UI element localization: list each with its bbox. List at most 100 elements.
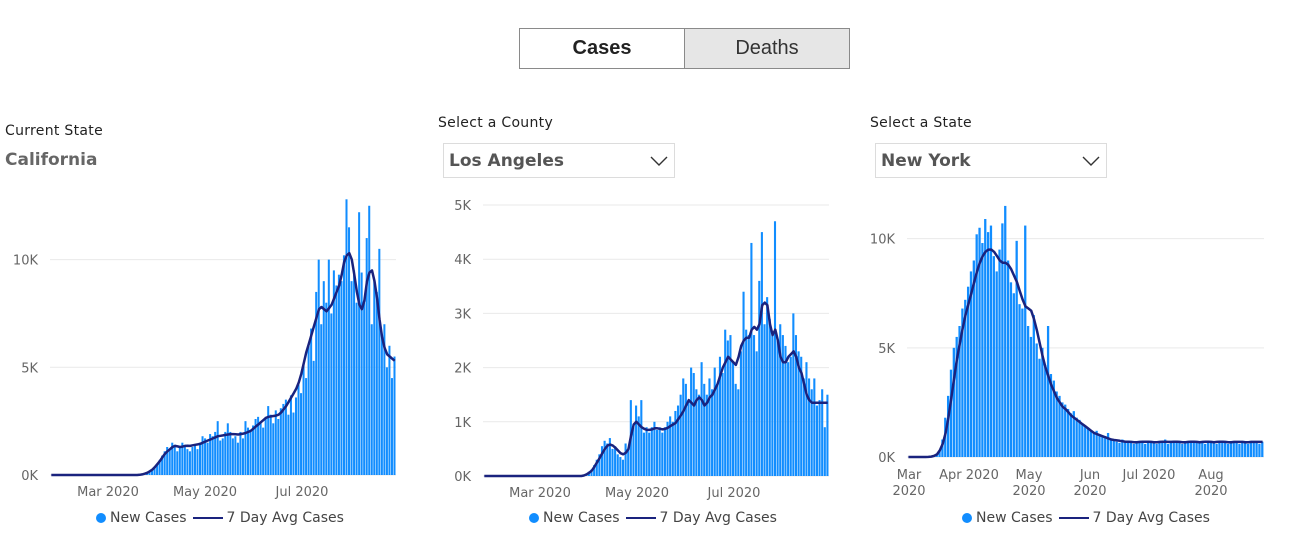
bar [972, 260, 975, 457]
los-angeles-legend: New Cases 7 Day Avg Cases [529, 510, 777, 526]
bar [787, 362, 790, 476]
new-york-legend: New Cases 7 Day Avg Cases [962, 510, 1210, 526]
x-tick-label: May 2020 [605, 486, 669, 501]
bar [763, 324, 766, 476]
bar [388, 345, 391, 475]
x-tick-label: Mar [897, 468, 922, 483]
tab-deaths[interactable]: Deaths [684, 29, 849, 68]
bar [1132, 443, 1135, 457]
bar [173, 444, 176, 475]
y-tick-label: 5K [878, 342, 895, 357]
bar [986, 232, 990, 457]
x-tick-label: Aug [1198, 468, 1223, 483]
bar [600, 446, 604, 476]
county-select-label: Select a County [438, 115, 554, 131]
bar [153, 467, 156, 475]
bar [978, 227, 981, 457]
bar [946, 395, 950, 457]
bar [742, 291, 745, 476]
x-tick-label: Jul 2020 [1122, 468, 1176, 483]
bar [721, 373, 724, 476]
bar [1055, 391, 1058, 457]
bar [327, 259, 330, 475]
bar [340, 281, 343, 475]
bar [608, 438, 611, 476]
bar [1135, 441, 1138, 457]
bar [216, 421, 219, 475]
current-state-label: Current State [5, 123, 103, 139]
bar [739, 351, 742, 476]
bar [692, 373, 695, 476]
bar [257, 416, 260, 475]
bar [1061, 402, 1064, 457]
bar [163, 451, 166, 475]
bar [330, 313, 333, 475]
bar [632, 427, 635, 476]
bar [1104, 437, 1107, 457]
bar [1001, 223, 1004, 457]
legend-new-cases: New Cases [962, 510, 1053, 526]
bar [1192, 442, 1195, 457]
bar [191, 447, 194, 475]
bar [239, 431, 242, 475]
legend-avg-cases-label: 7 Day Avg Cases [1092, 510, 1210, 526]
bar [380, 335, 383, 475]
x-tick-label: Mar 2020 [77, 485, 139, 500]
bar [621, 459, 625, 476]
bar [393, 356, 396, 475]
x-tick-label: 2020 [1194, 484, 1227, 499]
bar [1112, 439, 1115, 457]
legend-new-cases-label: New Cases [976, 510, 1053, 526]
bar [640, 400, 643, 476]
tab-cases[interactable]: Cases [520, 29, 684, 68]
y-tick-label: 1K [454, 416, 471, 431]
bar [1015, 240, 1018, 457]
bar [776, 340, 779, 476]
bar [700, 362, 703, 476]
bar [1218, 441, 1221, 457]
bar [800, 356, 803, 476]
legend-new-cases-label: New Cases [543, 510, 620, 526]
y-tick-label: 10K [13, 254, 39, 269]
bar [214, 431, 217, 475]
bar [249, 429, 252, 475]
bar [669, 416, 672, 476]
bar [1024, 225, 1027, 457]
bar [938, 450, 941, 457]
legend-dot-icon [529, 513, 539, 523]
bar [277, 419, 280, 475]
bar [161, 455, 164, 475]
bar [671, 421, 674, 476]
bar [992, 256, 995, 457]
bar [648, 432, 651, 476]
bar [348, 227, 351, 475]
bar [711, 389, 714, 476]
bar [1155, 443, 1158, 457]
avg-line [51, 251, 396, 477]
county-dropdown-value: Los Angeles [449, 150, 564, 171]
bar [1038, 358, 1041, 457]
bar [272, 423, 275, 475]
bar [1032, 315, 1035, 457]
bar [1009, 282, 1013, 457]
bar [729, 335, 732, 476]
bar [1049, 374, 1053, 457]
bar [1004, 205, 1007, 457]
bar [1012, 293, 1015, 457]
county-dropdown[interactable]: Los Angeles [443, 143, 675, 178]
bar [797, 351, 800, 476]
legend-avg-cases: 7 Day Avg Cases [1058, 510, 1210, 526]
bar [952, 347, 955, 457]
y-tick-label: 0K [878, 451, 895, 466]
avg-line [484, 301, 828, 478]
bar [315, 291, 318, 475]
state-dropdown[interactable]: New York [875, 143, 1107, 178]
bar [614, 446, 617, 476]
bar [642, 432, 645, 476]
bar [206, 442, 209, 475]
bar [246, 427, 250, 475]
chevron-down-icon [650, 156, 668, 166]
bar [676, 405, 680, 476]
bar [1081, 424, 1084, 457]
bar [1066, 408, 1070, 457]
